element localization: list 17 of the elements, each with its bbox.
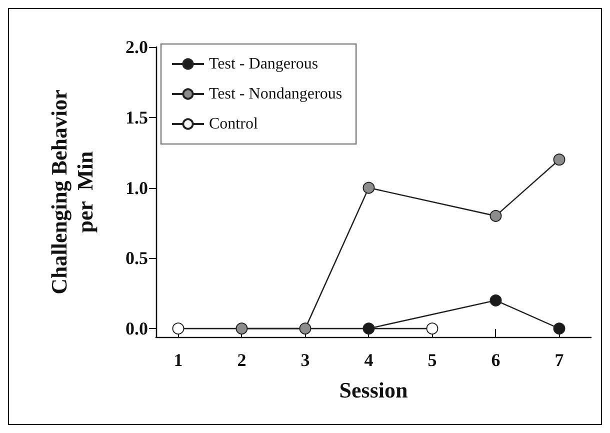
legend-label: Test - Dangerous — [209, 56, 318, 72]
y-tick-label: 1.5 — [126, 107, 148, 128]
x-tick-label: 5 — [428, 350, 437, 370]
x-tick-label: 6 — [491, 350, 500, 370]
x-tick-label: 7 — [554, 350, 564, 370]
y-tick-label: 0.5 — [126, 248, 148, 268]
x-axis-title: Session — [339, 378, 408, 402]
y-tick-label: 1.0 — [126, 178, 148, 198]
x-tick-label: 1 — [174, 350, 183, 370]
y-axis-title: Challenging Behavior per Min — [46, 89, 98, 294]
legend-label: Test - Nondangerous — [209, 86, 342, 102]
y-tick-label: 2.0 — [126, 37, 148, 57]
legend-label: Control — [209, 116, 258, 132]
x-tick-label: 3 — [300, 350, 310, 370]
x-tick-label: 2 — [237, 350, 246, 370]
y-tick-label: 0.0 — [126, 318, 148, 339]
x-tick-label: 4 — [364, 350, 374, 370]
